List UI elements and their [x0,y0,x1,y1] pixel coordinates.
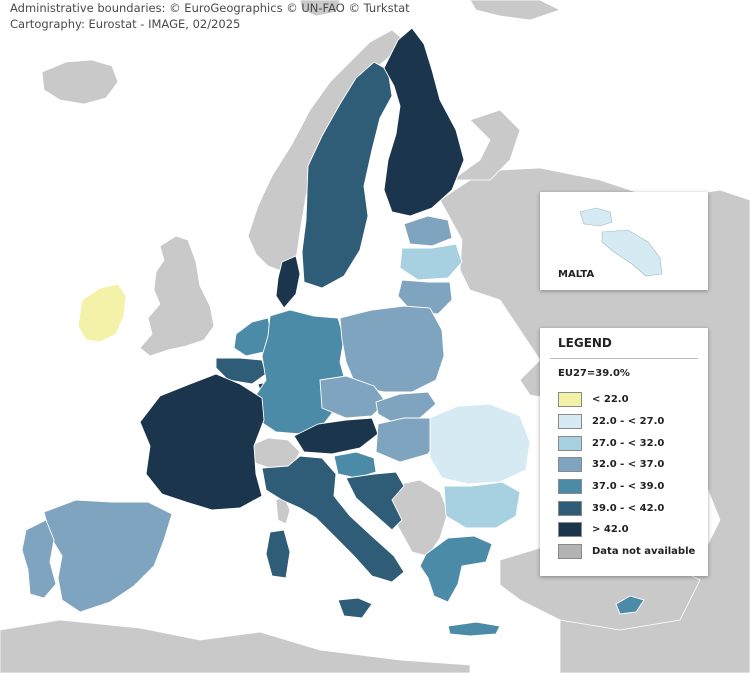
legend-item: > 42.0 [558,519,695,541]
region-lithuania [397,279,453,315]
legend-item: 32.0 - < 37.0 [558,454,695,476]
region-sweden [301,61,393,289]
region-slovakia [375,391,437,423]
legend-item: 37.0 - < 39.0 [558,476,695,498]
region-cyprus [615,595,645,615]
legend-swatch [558,457,582,473]
legend-swatch [558,522,582,538]
legend-label: 22.0 - < 27.0 [592,416,665,428]
legend-divider [550,358,698,359]
region-bulgaria [443,481,521,529]
legend-swatch [558,500,582,516]
credits-cartography: Cartography: Eurostat - IMAGE, 02/2025 [10,17,241,31]
region-portugal [21,519,57,599]
legend-items: < 22.0 22.0 - < 27.0 27.0 - < 32.0 32.0 … [558,389,695,563]
legend-label: 32.0 - < 37.0 [592,459,665,471]
legend-item: 27.0 - < 32.0 [558,432,695,454]
legend-swatch [558,414,582,430]
legend-swatch [558,392,582,408]
legend-label: > 42.0 [592,524,629,536]
region-romania [429,403,531,485]
map-credits: Administrative boundaries: © EuroGeograp… [10,0,410,32]
eu-countries [21,27,645,637]
legend-item: 39.0 - < 42.0 [558,497,695,519]
region-crete [447,621,501,637]
legend-label: 27.0 - < 32.0 [592,437,665,449]
iceland-land [41,59,119,105]
region-ireland [77,283,127,343]
malta-inset-map [579,207,663,277]
legend-item: < 22.0 [558,389,695,411]
region-denmark [275,255,301,309]
map-legend: LEGEND EU27=39.0% < 22.0 22.0 - < 27.0 2… [540,328,708,576]
arctic-islands [299,0,341,17]
legend-swatch [558,435,582,451]
region-italy [261,455,405,583]
legend-label: Data not available [592,546,696,558]
region-slovenia [333,451,377,479]
legend-label: 39.0 - < 42.0 [592,502,665,514]
gozo-island [579,207,613,227]
region-estonia [403,215,453,247]
malta-inset-label: MALTA [558,269,595,280]
legend-item: Data not available [558,541,695,563]
credits-boundaries: Administrative boundaries: © EuroGeograp… [10,1,410,15]
legend-eu-average: EU27=39.0% [558,368,630,379]
region-poland [339,305,445,393]
legend-swatch [558,479,582,495]
region-spain [43,499,173,613]
region-croatia [345,471,405,531]
legend-swatch [558,544,582,560]
legend-label: 37.0 - < 39.0 [592,481,665,493]
region-belgium [215,357,267,385]
region-sicily [337,597,373,619]
malta-inset: MALTA [540,192,708,290]
region-greece [419,535,493,603]
north-africa-land [0,619,471,673]
malta-island [601,229,663,277]
legend-label: < 22.0 [592,394,629,406]
region-finland [383,27,465,217]
great-britain-land [139,235,215,357]
region-sardinia [265,529,291,579]
region-france [139,373,265,511]
region-latvia [399,243,463,281]
legend-title: LEGEND [558,336,612,350]
legend-item: 22.0 - < 27.0 [558,411,695,433]
